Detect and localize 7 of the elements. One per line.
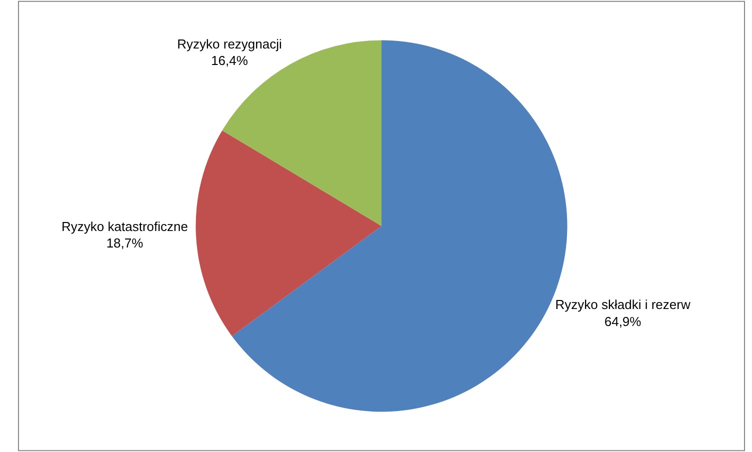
data-label: 16,4%	[211, 53, 248, 68]
slice-label: Ryzyko rezygnacji	[177, 36, 282, 52]
data-label: 64,9%	[604, 314, 642, 330]
slice-label: Ryzyko katastroficzne	[62, 218, 188, 234]
data-label: 18,7%	[106, 236, 144, 251]
slice-label: Ryzyko składki i rezerw	[555, 297, 691, 312]
pie-slice	[196, 130, 382, 336]
